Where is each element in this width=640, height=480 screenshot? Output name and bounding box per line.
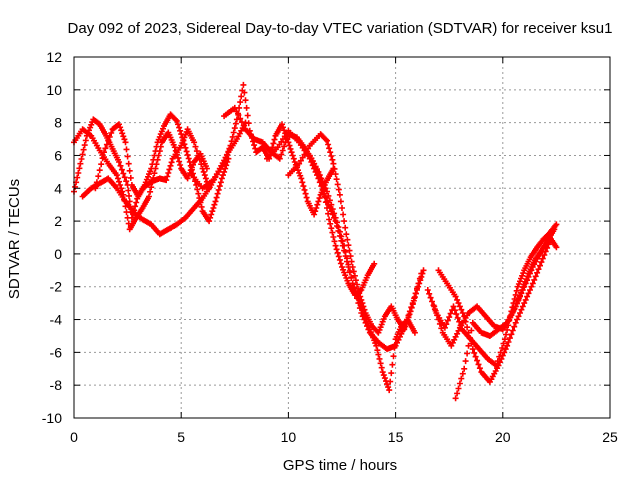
y-tick-label: 0 [54, 246, 62, 262]
x-tick-label: 20 [495, 429, 511, 445]
data-point-markers [285, 131, 427, 336]
x-axis: 0 5 10 15 20 25 [70, 57, 618, 445]
x-tick-label: 5 [177, 429, 185, 445]
plot-frame [73, 56, 611, 419]
y-tick-label: -6 [50, 344, 63, 360]
x-tick-label: 15 [388, 429, 404, 445]
y-tick-label: 2 [54, 213, 62, 229]
series-track-e [188, 81, 337, 218]
data-point-markers [188, 81, 337, 218]
y-tick-label: 12 [46, 49, 62, 65]
chart-title: Day 092 of 2023, Sidereal Day-to-day VTE… [68, 20, 613, 37]
data-point-markers [435, 237, 553, 385]
y-tick-label: 4 [54, 180, 62, 196]
y-tick-label: 6 [54, 147, 62, 163]
series-track-m [452, 234, 560, 402]
series-track-l [435, 237, 553, 385]
series-track-i [306, 152, 425, 353]
x-axis-label: GPS time / hours [283, 457, 397, 474]
y-tick-label: 8 [54, 115, 62, 131]
x-tick-label: 25 [602, 429, 618, 445]
y-tick-label: 10 [46, 82, 62, 98]
y-tick-label: -10 [42, 410, 62, 426]
series-track-h [285, 131, 427, 336]
y-tick-label: -8 [50, 377, 63, 393]
series-track-j [424, 221, 560, 369]
data-point-markers [452, 234, 560, 402]
data-point-markers [306, 152, 425, 353]
y-axis-label: SDTVAR / TECUs [6, 179, 23, 299]
x-tick-label: 0 [70, 429, 78, 445]
y-tick-label: -2 [50, 279, 63, 295]
x-tick-label: 10 [281, 429, 297, 445]
data-points [71, 81, 560, 402]
y-axis: -10 -8 -6 -4 -2 0 2 4 6 8 10 12 [42, 49, 610, 426]
data-point-markers [424, 221, 560, 369]
y-tick-label: -4 [50, 312, 63, 328]
